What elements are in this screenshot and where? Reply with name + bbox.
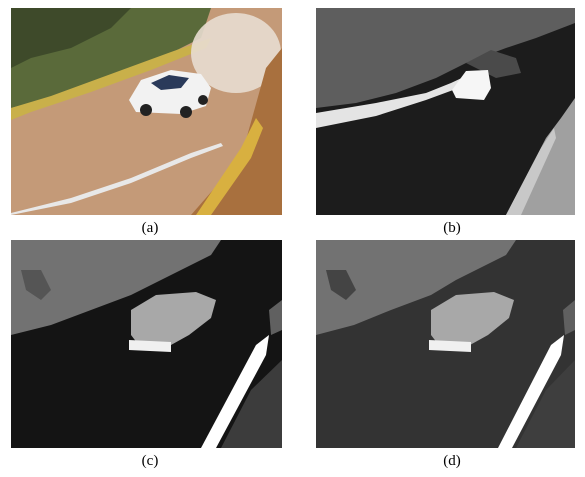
caption: (a) — [142, 220, 159, 236]
photo-panel — [11, 8, 282, 215]
segmentation-panel — [316, 8, 575, 215]
caption: (b) — [443, 220, 461, 236]
segmentation-panel — [11, 240, 282, 448]
figure: (a) (b) (c) (d) — [0, 0, 585, 472]
caption: (d) — [443, 453, 461, 469]
caption: (c) — [142, 453, 159, 469]
segmentation-panel — [316, 240, 575, 448]
